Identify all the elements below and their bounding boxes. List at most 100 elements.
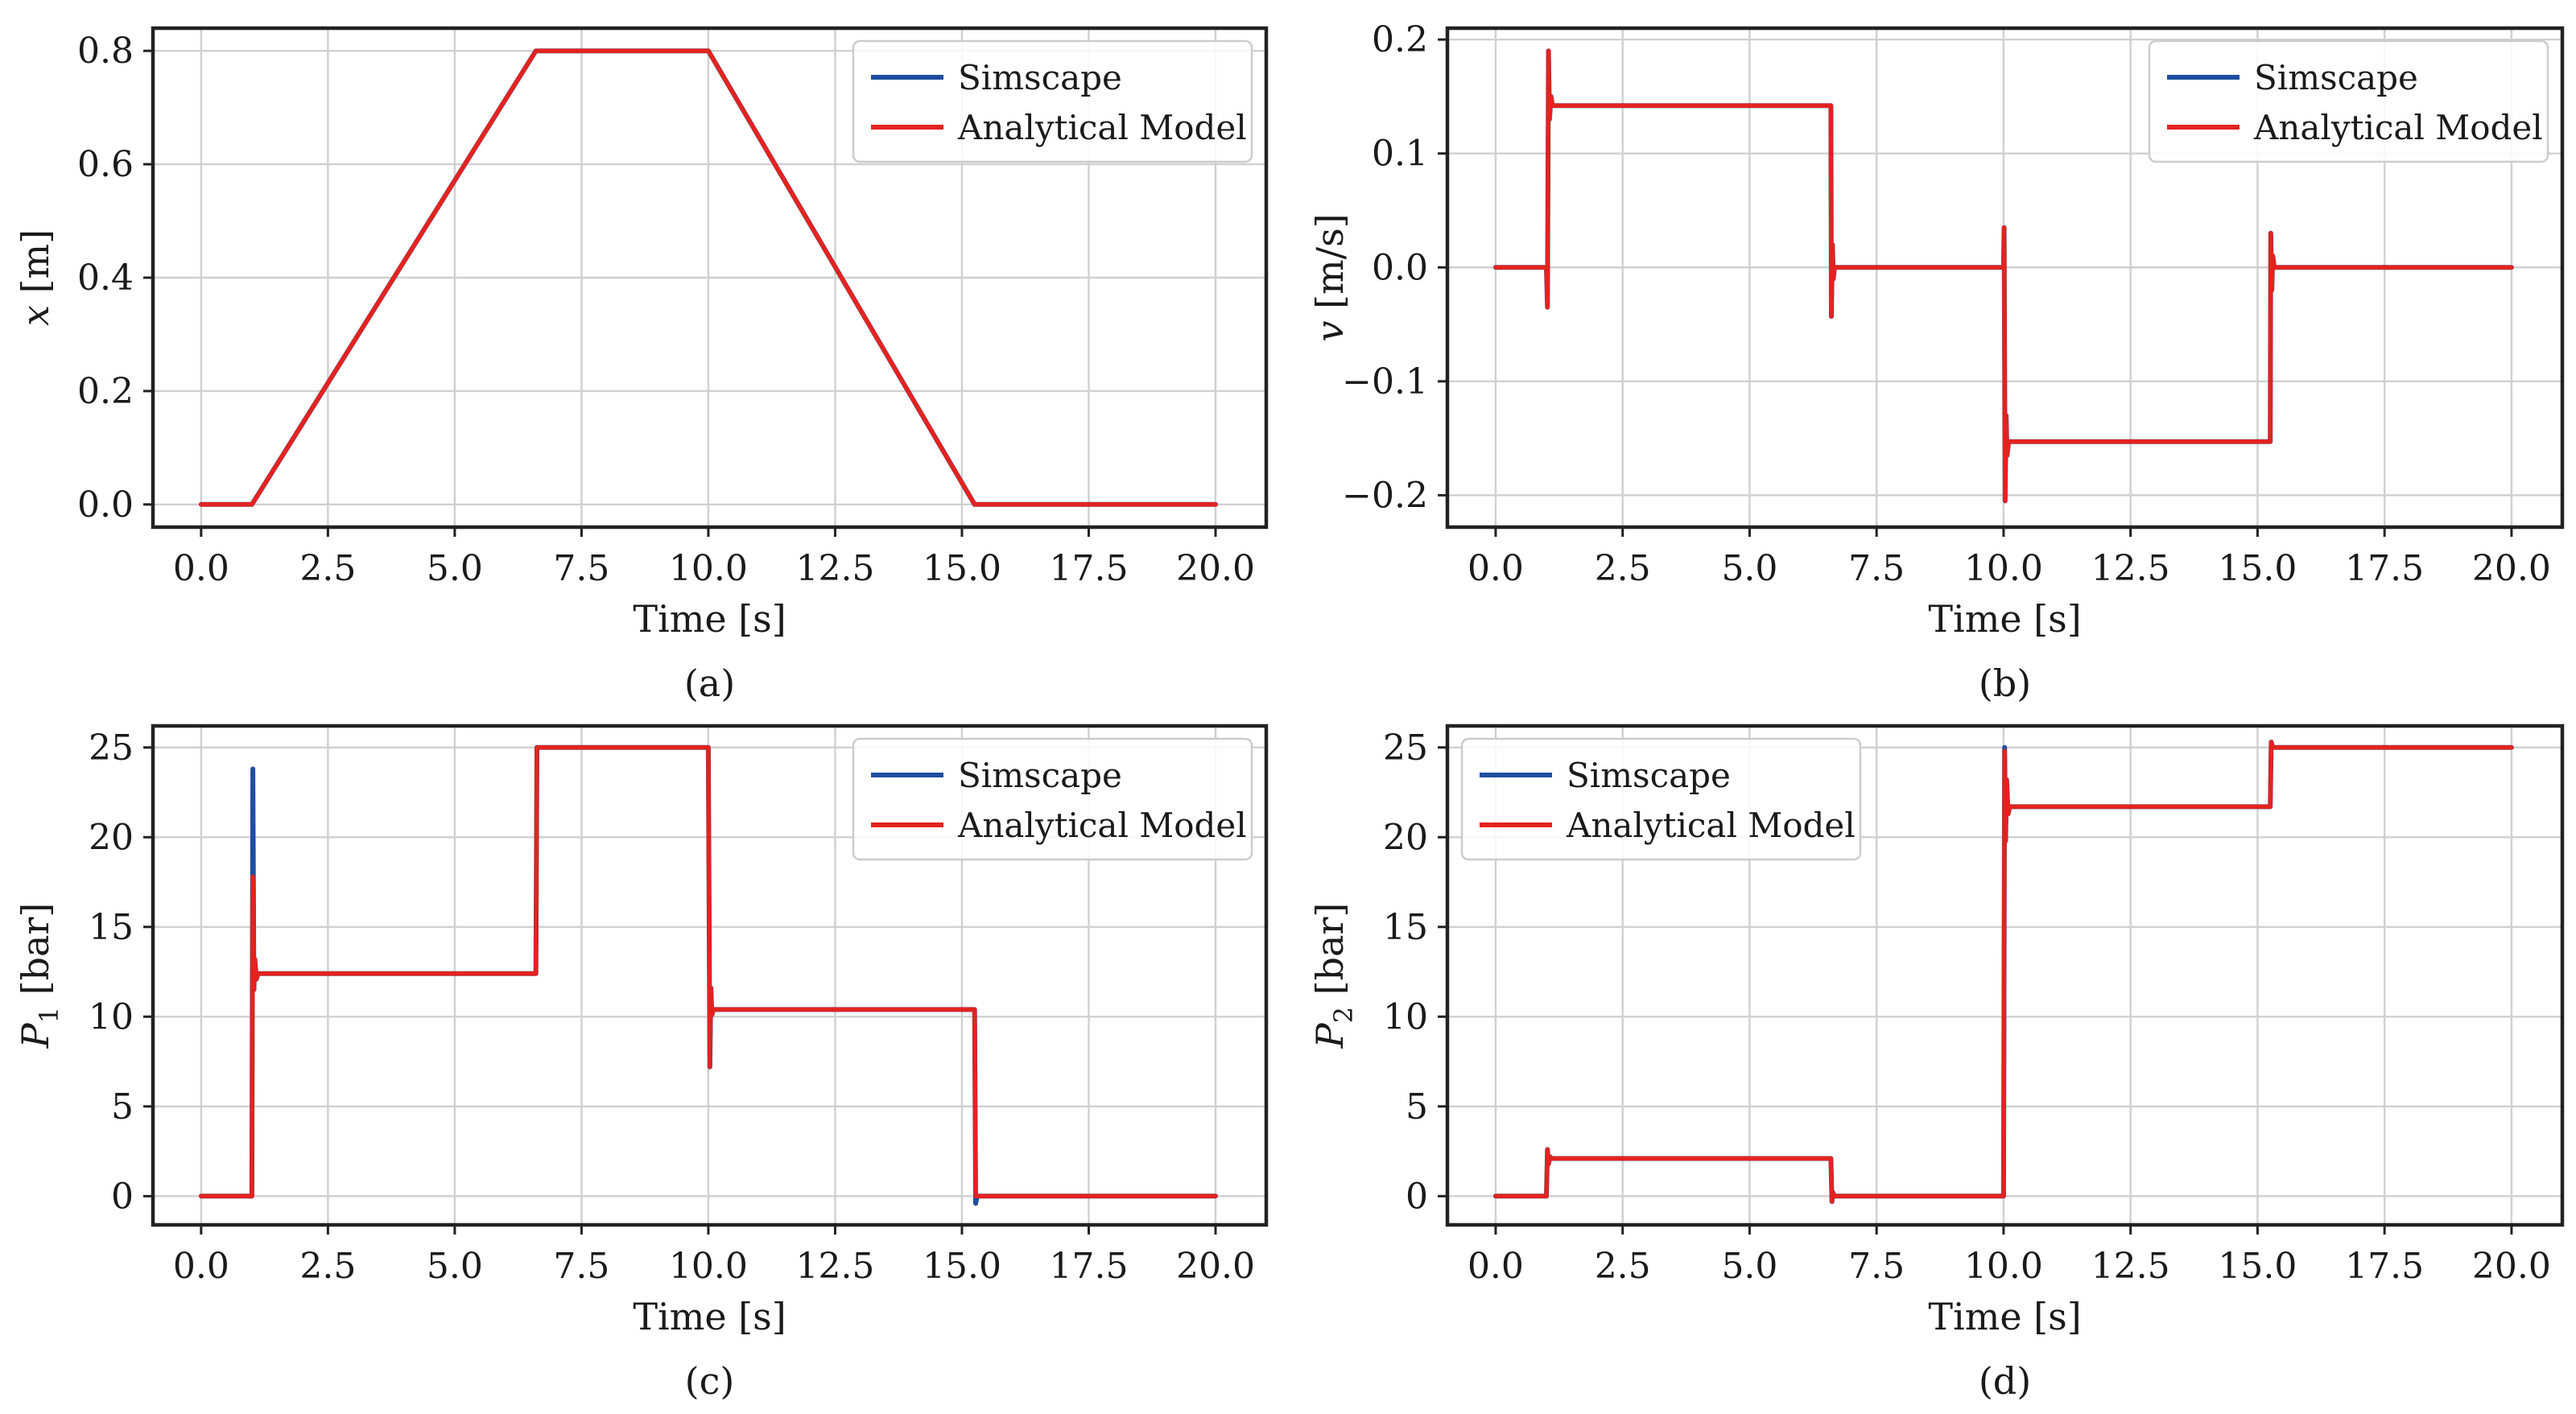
y-tick-label: 20 bbox=[1383, 817, 1428, 858]
x-tick-label: 10.0 bbox=[669, 1246, 748, 1287]
series-group bbox=[1492, 48, 2514, 504]
chart-panel-d: 0.0 2.5 5.0 7.5 10.0 12.5 15.0 17.5 20.0 0 5 10 15 20… bbox=[1308, 723, 2565, 1403]
x-axis-label: Time [s] bbox=[1928, 1295, 2081, 1338]
x-tick-label: 5.0 bbox=[427, 1246, 483, 1287]
x-tick-label: 15.0 bbox=[923, 548, 1001, 589]
x-tick-label: 12.5 bbox=[2091, 548, 2170, 589]
x-tick-label: 5.0 bbox=[427, 548, 483, 589]
panel-caption: (d) bbox=[1979, 1359, 2031, 1403]
y-tick-label: 0.0 bbox=[1372, 247, 1428, 288]
y-tick-label: 20 bbox=[89, 817, 134, 858]
y-tick-label: 5 bbox=[111, 1086, 134, 1127]
y-axis-subscript: 1 bbox=[34, 1007, 64, 1023]
x-tick-label: 0.0 bbox=[1468, 548, 1524, 589]
legend-label: Analytical Model bbox=[957, 108, 1247, 147]
legend-box bbox=[852, 737, 1253, 861]
y-axis-unit: [m] bbox=[14, 229, 57, 294]
series-group bbox=[198, 48, 1218, 507]
y-axis-unit: [m/s] bbox=[1308, 213, 1352, 309]
y-axis-space bbox=[1308, 309, 1352, 321]
axes-frame bbox=[151, 723, 1269, 1227]
y-axis-space bbox=[14, 995, 57, 1007]
legend-label: Simscape bbox=[1567, 756, 1731, 795]
y-tick-label: −0.2 bbox=[1342, 475, 1428, 516]
x-tick-label: 20.0 bbox=[1176, 548, 1255, 589]
y-axis-variable: v bbox=[1308, 321, 1352, 342]
chart-panel-c: 0.0 2.5 5.0 7.5 10.0 12.5 15.0 17.5 20.0 0 5 10 15 20… bbox=[14, 723, 1269, 1403]
x-tick-label: 10.0 bbox=[1964, 1246, 2043, 1287]
x-tick-label: 12.5 bbox=[2091, 1246, 2170, 1287]
y-tick-label: 0.0 bbox=[77, 484, 134, 526]
legend-box bbox=[852, 39, 1253, 163]
legend-box bbox=[2148, 39, 2549, 163]
y-tick-label: 15 bbox=[89, 907, 134, 948]
x-tick-label: 7.5 bbox=[1848, 548, 1905, 589]
y-axis-space bbox=[1308, 995, 1352, 1007]
x-tick-label: 12.5 bbox=[795, 548, 874, 589]
x-tick-label: 17.5 bbox=[1049, 548, 1128, 589]
x-tick-label: 20.0 bbox=[1176, 1246, 1255, 1287]
panel-caption: (b) bbox=[1979, 662, 2031, 705]
y-tick-label: 0.2 bbox=[1372, 19, 1428, 60]
x-tick-label: 0.0 bbox=[173, 548, 229, 589]
y-tick-label: 0.8 bbox=[77, 31, 134, 72]
y-axis-variable: P bbox=[14, 1022, 57, 1049]
panel-caption: (c) bbox=[685, 1359, 735, 1403]
x-tick-label: 10.0 bbox=[669, 548, 748, 589]
x-tick-label: 7.5 bbox=[553, 1246, 609, 1287]
legend-label: Simscape bbox=[2254, 58, 2418, 97]
legend-box bbox=[1460, 737, 1862, 861]
axes-frame bbox=[1445, 723, 2565, 1227]
x-tick-label: 0.0 bbox=[173, 1246, 229, 1287]
y-tick-label: 10 bbox=[89, 996, 134, 1037]
y-tick-label: 5 bbox=[1406, 1086, 1428, 1127]
series-group bbox=[198, 744, 1218, 1206]
x-tick-label: 20.0 bbox=[2472, 548, 2551, 589]
x-tick-label: 15.0 bbox=[2218, 1246, 2297, 1287]
y-axis-unit: [bar] bbox=[14, 903, 57, 996]
chart-panel-a: 0.0 2.5 5.0 7.5 10.0 12.5 15.0 17.5 20.0 0.0 0.2 0.… bbox=[14, 26, 1269, 705]
y-tick-label: 0.4 bbox=[77, 258, 134, 299]
y-tick-label: 0 bbox=[1406, 1176, 1428, 1217]
series-line-analytical-model bbox=[1493, 48, 2514, 504]
x-tick-label: 7.5 bbox=[553, 548, 609, 589]
legend-label: Simscape bbox=[958, 58, 1122, 97]
chart-panel-b: 0.0 2.5 5.0 7.5 10.0 12.5 15.0 17.5 20.0 −0.2 −0.1… bbox=[1308, 19, 2565, 705]
y-tick-label: 0 bbox=[111, 1176, 134, 1217]
x-tick-label: 12.5 bbox=[795, 1246, 874, 1287]
legend: Simscape Analytical Model bbox=[2148, 39, 2549, 163]
x-tick-label: 7.5 bbox=[1848, 1246, 1905, 1287]
y-tick-label: 25 bbox=[1383, 728, 1428, 769]
y-axis-variable: x bbox=[14, 305, 57, 326]
y-tick-label: −0.1 bbox=[1342, 361, 1428, 402]
x-tick-label: 17.5 bbox=[2345, 1246, 2424, 1287]
legend: Simscape Analytical Model bbox=[1460, 737, 1862, 861]
legend: Simscape Analytical Model bbox=[852, 737, 1253, 861]
x-tick-label: 17.5 bbox=[1049, 1246, 1128, 1287]
x-tick-label: 20.0 bbox=[2472, 1246, 2551, 1287]
y-tick-label: 15 bbox=[1383, 907, 1428, 948]
y-axis-unit: [bar] bbox=[1308, 903, 1352, 996]
x-tick-label: 2.5 bbox=[299, 548, 356, 589]
legend-label: Analytical Model bbox=[1566, 806, 1856, 845]
y-axis-space bbox=[14, 293, 57, 305]
legend-label: Simscape bbox=[958, 756, 1122, 795]
y-tick-label: 25 bbox=[89, 728, 134, 769]
y-tick-label: 0.1 bbox=[1372, 134, 1428, 175]
y-tick-label: 10 bbox=[1383, 996, 1428, 1037]
series-line-analytical-model bbox=[199, 745, 1218, 1199]
y-axis-subscript: 2 bbox=[1328, 1007, 1359, 1023]
x-axis-label: Time [s] bbox=[1928, 597, 2081, 641]
x-tick-label: 2.5 bbox=[1595, 1246, 1651, 1287]
y-tick-label: 0.6 bbox=[77, 144, 134, 185]
legend-label: Analytical Model bbox=[2253, 108, 2543, 147]
x-tick-label: 5.0 bbox=[1721, 1246, 1777, 1287]
x-axis-label: Time [s] bbox=[633, 1295, 786, 1338]
x-tick-label: 5.0 bbox=[1721, 548, 1777, 589]
x-tick-label: 17.5 bbox=[2345, 548, 2424, 589]
y-axis-label: x [m] bbox=[14, 229, 57, 326]
axes-frame bbox=[1445, 26, 2565, 530]
x-tick-label: 0.0 bbox=[1468, 1246, 1524, 1287]
x-axis-label: Time [s] bbox=[633, 597, 786, 641]
